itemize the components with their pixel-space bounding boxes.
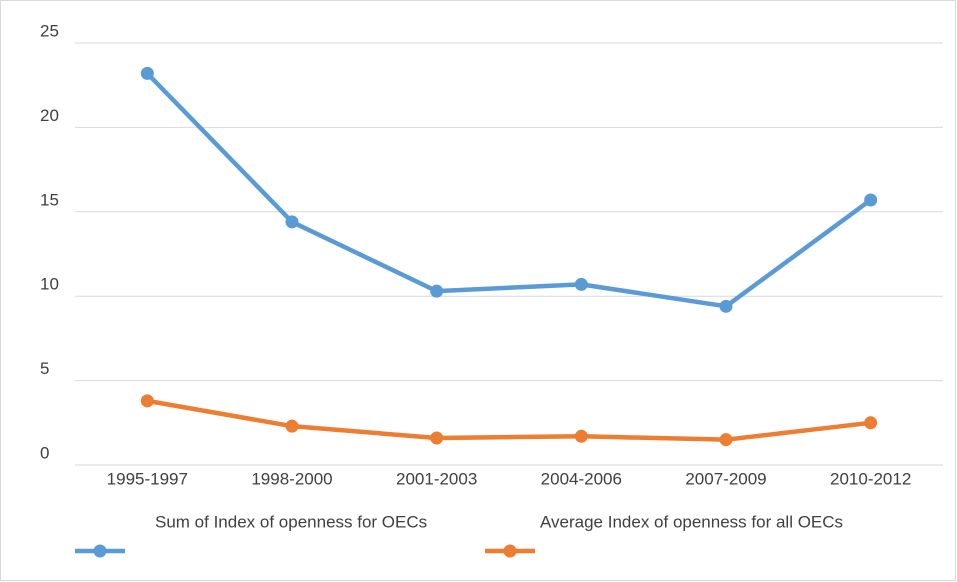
point <box>864 193 878 207</box>
point <box>574 277 588 291</box>
point <box>430 284 444 298</box>
x-tick-label: 1995-1997 <box>107 469 188 488</box>
y-tick-label: 25 <box>40 21 59 40</box>
point <box>574 429 588 443</box>
series-line <box>146 398 871 442</box>
legend-label: Sum of Index of openness for OECs <box>155 512 427 531</box>
point <box>285 215 299 229</box>
x-tick-label: 2007-2009 <box>685 469 766 488</box>
point <box>140 394 154 408</box>
point <box>140 66 154 80</box>
x-tick-label: 1998-2000 <box>251 469 332 488</box>
point <box>864 416 878 430</box>
legend-label: Average Index of openness for all OECs <box>540 512 843 531</box>
x-tick-label: 2001-2003 <box>396 469 477 488</box>
legend-marker <box>503 544 517 558</box>
y-tick-label: 5 <box>40 359 49 378</box>
point <box>719 433 733 447</box>
series-line <box>145 71 872 309</box>
legend-marker <box>93 544 107 558</box>
y-tick-label: 10 <box>40 275 59 294</box>
point <box>719 299 733 313</box>
point <box>430 431 444 445</box>
y-tick-label: 0 <box>40 443 49 462</box>
x-tick-label: 2010-2012 <box>830 469 911 488</box>
y-tick-label: 15 <box>40 190 59 209</box>
y-tick-label: 20 <box>40 106 59 125</box>
x-tick-label: 2004-2006 <box>541 469 622 488</box>
point <box>285 419 299 433</box>
